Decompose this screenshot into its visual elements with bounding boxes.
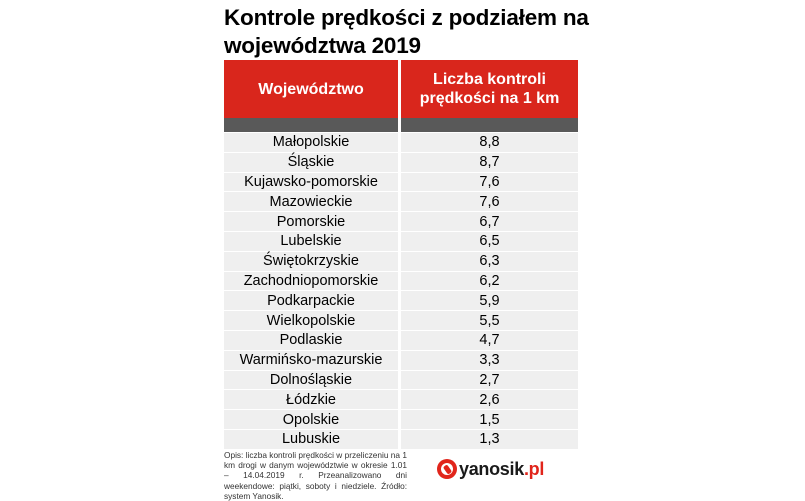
region-cell: Podlaskie (224, 330, 398, 351)
table-row: Podkarpackie 5,9 (224, 291, 578, 312)
table-row: Małopolskie 8,8 (224, 133, 578, 153)
checks-per-km-cell: 6,3 (401, 251, 578, 272)
table-row: Łódzkie 2,6 (224, 390, 578, 411)
table-row: Świętokrzyskie 6,3 (224, 251, 578, 272)
table-row: Lubelskie 6,5 (224, 231, 578, 252)
table-row: Lubuskie 1,3 (224, 429, 578, 450)
region-cell: Świętokrzyskie (224, 251, 398, 272)
table-row: Warmińsko-mazurskie 3,3 (224, 350, 578, 371)
checks-per-km-cell: 2,6 (401, 390, 578, 411)
checks-per-km-cell: 5,5 (401, 311, 578, 331)
yanosik-logo-icon (437, 459, 457, 479)
checks-per-km-cell: 4,7 (401, 330, 578, 351)
subheader-bar-left (224, 118, 398, 132)
checks-per-km-cell: 1,5 (401, 410, 578, 430)
region-cell: Mazowieckie (224, 192, 398, 213)
yanosik-logo: yanosik.pl (437, 458, 544, 480)
region-cell: Lubelskie (224, 231, 398, 252)
region-cell: Opolskie (224, 410, 398, 430)
table-row: Mazowieckie 7,6 (224, 192, 578, 213)
table-subheader-bar (224, 118, 578, 132)
region-cell: Śląskie (224, 152, 398, 173)
footnote: Opis: liczba kontroli prędkości w przeli… (224, 450, 407, 501)
table-row: Pomorskie 6,7 (224, 212, 578, 232)
header-region: Województwo (224, 60, 398, 118)
table-row: Opolskie 1,5 (224, 410, 578, 430)
checks-per-km-cell: 2,7 (401, 370, 578, 391)
checks-per-km-cell: 6,5 (401, 231, 578, 252)
header-checks-per-km: Liczba kontroli prędkości na 1 km (401, 60, 578, 118)
table-row: Śląskie 8,7 (224, 152, 578, 173)
logo-wordmark: yanosik.pl (459, 459, 544, 480)
table-row: Dolnośląskie 2,7 (224, 370, 578, 391)
checks-per-km-cell: 7,6 (401, 172, 578, 193)
checks-per-km-cell: 8,8 (401, 133, 578, 153)
table-row: Zachodniopomorskie 6,2 (224, 271, 578, 292)
checks-per-km-cell: 8,7 (401, 152, 578, 173)
checks-per-km-cell: 1,3 (401, 429, 578, 450)
table-row: Wielkopolskie 5,5 (224, 311, 578, 331)
table-body: Małopolskie 8,8 Śląskie 8,7 Kujawsko-pomorsk… (224, 133, 578, 450)
speed-checks-table: Województwo Liczba kontroli prędkości na… (224, 60, 578, 450)
checks-per-km-cell: 7,6 (401, 192, 578, 213)
region-cell: Lubuskie (224, 429, 398, 450)
logo-name: yanosik (459, 458, 524, 479)
checks-per-km-cell: 3,3 (401, 350, 578, 371)
region-cell: Zachodniopomorskie (224, 271, 398, 292)
region-cell: Wielkopolskie (224, 311, 398, 331)
region-cell: Małopolskie (224, 133, 398, 153)
checks-per-km-cell: 6,2 (401, 271, 578, 292)
region-cell: Podkarpackie (224, 291, 398, 312)
logo-tld: .pl (523, 458, 545, 479)
checks-per-km-cell: 5,9 (401, 291, 578, 312)
region-cell: Warmińsko-mazurskie (224, 350, 398, 371)
region-cell: Dolnośląskie (224, 370, 398, 391)
region-cell: Kujawsko-pomorskie (224, 172, 398, 193)
table-header: Województwo Liczba kontroli prędkości na… (224, 60, 578, 118)
table-row: Kujawsko-pomorskie 7,6 (224, 172, 578, 193)
table-row: Podlaskie 4,7 (224, 330, 578, 351)
checks-per-km-cell: 6,7 (401, 212, 578, 232)
subheader-bar-right (401, 118, 578, 132)
page-title: Kontrole prędkości z podziałem na wojewó… (224, 5, 589, 58)
region-cell: Łódzkie (224, 390, 398, 411)
region-cell: Pomorskie (224, 212, 398, 232)
